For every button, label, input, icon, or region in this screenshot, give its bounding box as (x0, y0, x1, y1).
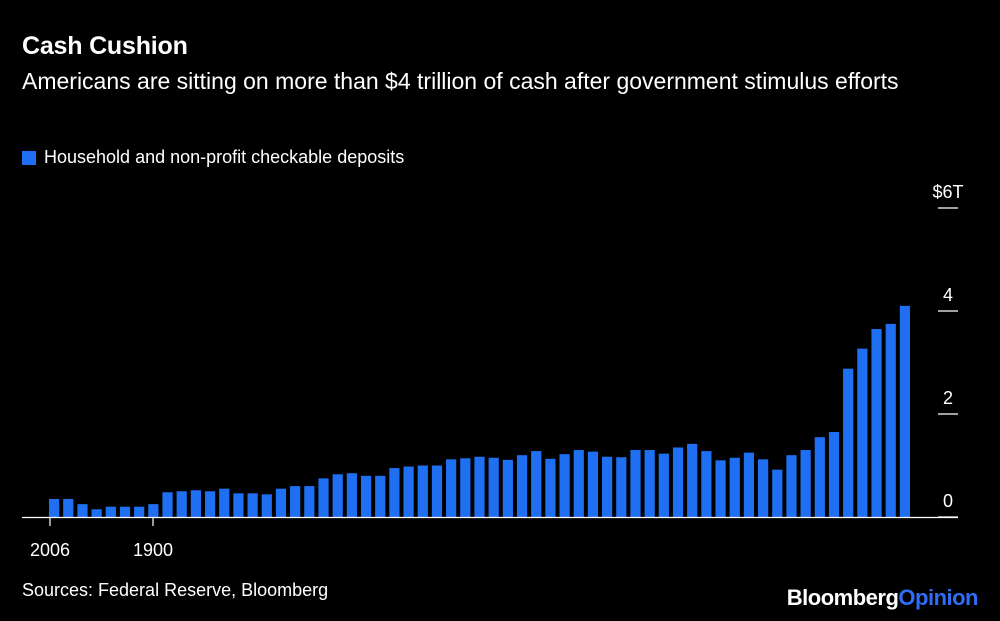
bar (516, 455, 528, 517)
bar (587, 451, 599, 517)
y-tick-label: 0 (943, 491, 953, 511)
bar (460, 458, 471, 517)
bar (474, 456, 485, 517)
bar (729, 457, 740, 517)
bar (304, 486, 315, 517)
bar (545, 458, 556, 517)
bar (403, 466, 414, 517)
bar (814, 437, 825, 517)
bar (332, 474, 343, 517)
bar (148, 504, 159, 518)
bar (602, 456, 613, 517)
bar (219, 488, 230, 517)
bar (389, 468, 400, 517)
bar (290, 486, 301, 517)
chart-subtitle: Americans are sitting on more than $4 tr… (22, 68, 899, 94)
legend-swatch (22, 150, 36, 165)
bar (502, 459, 513, 517)
bar (446, 459, 457, 517)
bar (531, 451, 542, 517)
bar (800, 450, 811, 517)
bar (318, 478, 329, 518)
bar (275, 488, 287, 517)
bar (658, 453, 669, 517)
bar (134, 506, 145, 517)
bar (559, 454, 570, 517)
bar (176, 491, 187, 517)
bar (687, 443, 698, 517)
bar (786, 455, 797, 517)
bar (261, 494, 272, 517)
bar (346, 473, 357, 517)
bar (701, 451, 712, 517)
bar (715, 460, 726, 517)
bar (190, 490, 201, 517)
y-tick-label: $6T (932, 182, 963, 202)
bar (899, 305, 911, 517)
bar (488, 457, 499, 517)
bar (119, 506, 131, 517)
bar (63, 498, 74, 517)
brand-suffix: Opinion (898, 585, 978, 610)
legend: Household and non-profit checkable depos… (22, 147, 404, 168)
legend-label: Household and non-profit checkable depos… (44, 147, 405, 167)
source-note: Sources: Federal Reserve, Bloomberg (22, 580, 329, 600)
bar (758, 459, 769, 517)
bar (48, 498, 60, 517)
x-tick-label: 1900 (133, 540, 173, 560)
bar (857, 348, 868, 517)
bar (77, 504, 88, 518)
bar (204, 491, 216, 517)
bar (843, 368, 854, 517)
bar (616, 457, 627, 517)
y-tick-label: 4 (943, 285, 953, 305)
bar (417, 465, 428, 517)
bar (630, 450, 641, 517)
bar (91, 509, 102, 517)
bar (233, 493, 244, 517)
x-tick-label: 2006 (30, 540, 70, 560)
bar (772, 469, 783, 517)
bar (828, 432, 840, 517)
bar (573, 450, 584, 517)
y-tick-label: 2 (943, 388, 953, 408)
brand-name: Bloomberg (786, 585, 899, 610)
brand-logo: BloombergOpinion (786, 585, 979, 611)
bar (105, 506, 116, 517)
bar (871, 329, 882, 517)
bar (743, 452, 755, 518)
bar (431, 465, 443, 517)
bar (885, 323, 896, 518)
chart-title: Cash Cushion (22, 32, 188, 60)
bar (375, 475, 386, 517)
bar (672, 447, 684, 517)
bar (162, 492, 173, 517)
bar (247, 493, 258, 517)
bar (644, 450, 655, 517)
bar (360, 475, 372, 517)
